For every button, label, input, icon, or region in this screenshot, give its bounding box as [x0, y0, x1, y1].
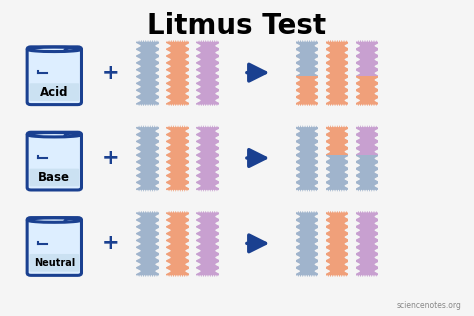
Bar	[296, 124, 318, 192]
Bar	[326, 124, 348, 155]
FancyBboxPatch shape	[27, 218, 82, 275]
Bar	[196, 124, 219, 192]
Text: Litmus Test: Litmus Test	[147, 12, 327, 40]
Text: sciencenotes.org: sciencenotes.org	[397, 301, 462, 310]
Bar	[137, 39, 159, 107]
Ellipse shape	[27, 132, 81, 137]
Text: +: +	[102, 148, 119, 168]
FancyBboxPatch shape	[29, 83, 79, 101]
Bar	[296, 39, 318, 76]
Bar	[196, 39, 219, 107]
Text: Base: Base	[38, 171, 70, 184]
Bar	[296, 76, 318, 107]
Text: +: +	[102, 63, 119, 82]
Bar	[166, 39, 189, 107]
FancyBboxPatch shape	[27, 47, 82, 105]
Bar	[296, 209, 318, 277]
Text: +: +	[102, 234, 119, 253]
Bar	[166, 209, 189, 277]
Bar	[166, 124, 189, 192]
FancyBboxPatch shape	[29, 169, 79, 186]
Bar	[356, 209, 378, 277]
Ellipse shape	[27, 218, 81, 222]
Text: Acid: Acid	[40, 86, 69, 99]
FancyBboxPatch shape	[29, 254, 79, 272]
Text: Neutral: Neutral	[34, 258, 75, 268]
Bar	[356, 39, 378, 76]
Bar	[356, 76, 378, 107]
Bar	[356, 155, 378, 192]
Bar	[137, 124, 159, 192]
Bar	[356, 124, 378, 155]
Bar	[137, 209, 159, 277]
Bar	[196, 209, 219, 277]
Bar	[326, 209, 348, 277]
FancyBboxPatch shape	[27, 132, 82, 190]
Bar	[326, 39, 348, 107]
Ellipse shape	[27, 47, 81, 52]
Bar	[326, 155, 348, 192]
